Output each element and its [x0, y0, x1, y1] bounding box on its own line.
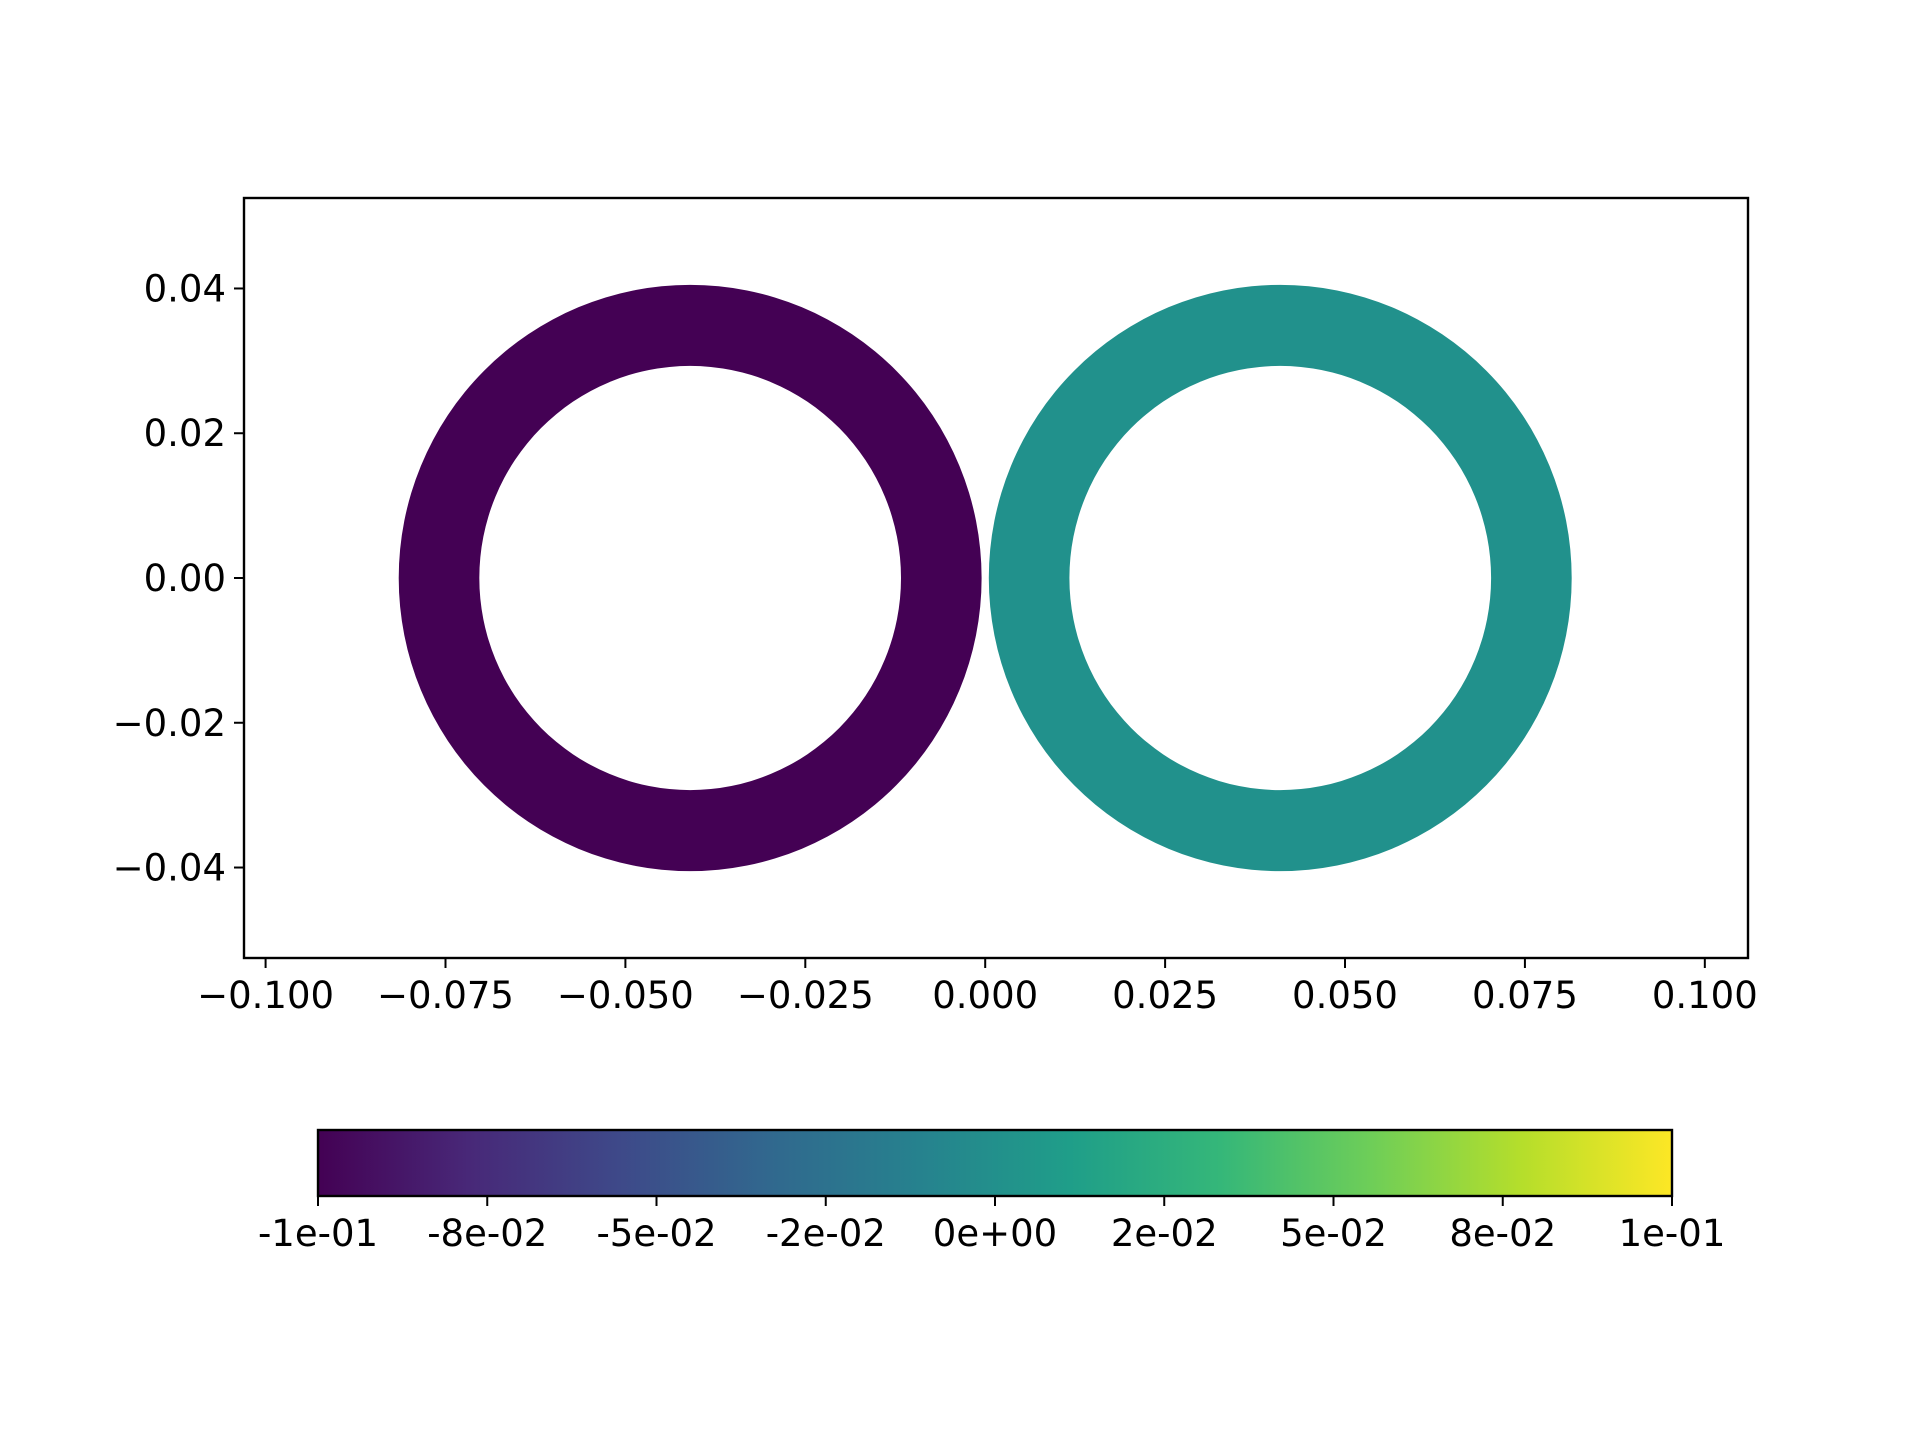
colorbar: -1e-01 -8e-02 -5e-02 -2e-02 0e+00 2e-02 5e-02 8…	[258, 1128, 1725, 1255]
rings-layer	[398, 284, 1572, 872]
x-tick-label: 0.100	[1652, 974, 1758, 1017]
colorbar-tick-label: 0e+00	[933, 1212, 1057, 1255]
colorbar-tick-label: -1e-01	[258, 1212, 378, 1255]
colorbar-tick-label: 8e-02	[1449, 1212, 1556, 1255]
y-tick-label: −0.04	[113, 847, 226, 890]
y-tick-label: −0.02	[113, 702, 226, 745]
colorbar-axis: -1e-01 -8e-02 -5e-02 -2e-02 0e+00 2e-02 5e-02 8…	[258, 1196, 1725, 1255]
x-tick-label: −0.050	[557, 974, 694, 1017]
y-tick-label: 0.00	[144, 557, 226, 600]
x-tick-label: 0.025	[1112, 974, 1218, 1017]
y-tick-label: 0.02	[144, 412, 226, 455]
y-axis: 0.04 0.02 0.00 −0.02 −0.04	[113, 267, 244, 890]
colorbar-tick-label: -2e-02	[766, 1212, 886, 1255]
colorbar-tick-label: -8e-02	[427, 1212, 547, 1255]
y-tick-label: 0.04	[144, 267, 226, 310]
plot-area: −0.100 −0.075 −0.050 −0.025 0.000 0.025 0.050 0…	[113, 196, 1758, 1017]
x-tick-label: 0.000	[932, 974, 1038, 1017]
x-tick-label: −0.025	[737, 974, 874, 1017]
x-tick-label: 0.050	[1292, 974, 1398, 1017]
x-tick-label: 0.075	[1472, 974, 1578, 1017]
colorbar-tick-label: -5e-02	[596, 1212, 716, 1255]
ring-2	[988, 284, 1572, 872]
x-axis: −0.100 −0.075 −0.050 −0.025 0.000 0.025 0.050 0…	[197, 958, 1758, 1017]
x-tick-label: −0.100	[197, 974, 334, 1017]
colorbar-gradient	[318, 1130, 1672, 1196]
x-tick-label: −0.075	[377, 974, 514, 1017]
ring-1	[398, 284, 982, 872]
colorbar-tick-label: 2e-02	[1111, 1212, 1218, 1255]
colorbar-tick-label: 5e-02	[1280, 1212, 1387, 1255]
colorbar-tick-label: 1e-01	[1619, 1212, 1726, 1255]
